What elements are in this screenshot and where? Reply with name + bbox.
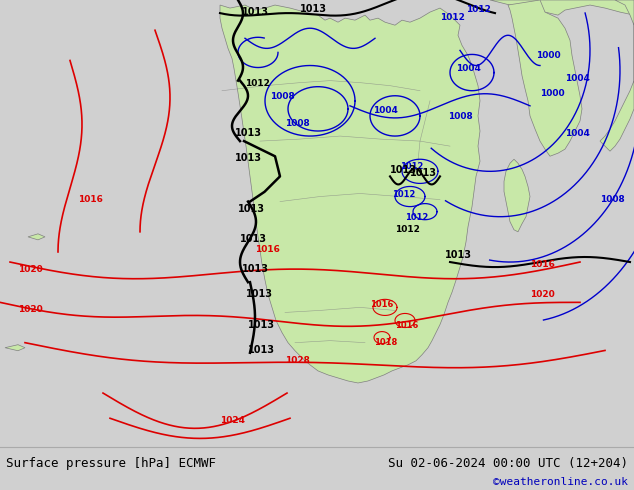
Text: 1012: 1012 bbox=[466, 5, 491, 14]
Text: 1008: 1008 bbox=[285, 119, 310, 128]
Polygon shape bbox=[28, 234, 45, 240]
Text: 1000: 1000 bbox=[540, 89, 565, 98]
Text: 1013: 1013 bbox=[235, 153, 262, 163]
Text: ©weatheronline.co.uk: ©weatheronline.co.uk bbox=[493, 477, 628, 487]
Text: 1013: 1013 bbox=[410, 169, 437, 178]
Text: 1000: 1000 bbox=[536, 51, 560, 60]
Text: 1013: 1013 bbox=[242, 7, 269, 17]
Text: 1013: 1013 bbox=[300, 4, 327, 14]
Text: 1013: 1013 bbox=[235, 128, 262, 138]
Text: 1020: 1020 bbox=[18, 265, 42, 274]
Text: 1016: 1016 bbox=[255, 245, 280, 254]
Text: Su 02-06-2024 00:00 UTC (12+204): Su 02-06-2024 00:00 UTC (12+204) bbox=[387, 457, 628, 469]
Polygon shape bbox=[5, 344, 25, 351]
Text: 1013: 1013 bbox=[248, 319, 275, 330]
Text: 1020: 1020 bbox=[530, 290, 555, 299]
Text: 1016: 1016 bbox=[78, 195, 103, 203]
Polygon shape bbox=[220, 5, 480, 383]
Text: 1024: 1024 bbox=[220, 416, 245, 425]
Text: 1028: 1028 bbox=[285, 356, 310, 365]
Text: 1013: 1013 bbox=[445, 250, 472, 260]
Polygon shape bbox=[504, 159, 530, 232]
Text: 1013: 1013 bbox=[242, 264, 269, 274]
Text: 1012: 1012 bbox=[405, 213, 429, 221]
Text: 1012: 1012 bbox=[392, 190, 415, 198]
Text: 1013: 1013 bbox=[240, 234, 267, 244]
Text: 1004: 1004 bbox=[456, 64, 481, 73]
Text: 1008: 1008 bbox=[448, 112, 473, 121]
Text: 1008: 1008 bbox=[600, 195, 624, 203]
Polygon shape bbox=[508, 0, 582, 156]
Text: 1012: 1012 bbox=[245, 79, 270, 88]
Text: 1004: 1004 bbox=[565, 129, 590, 138]
Text: 1012: 1012 bbox=[400, 162, 424, 171]
Text: 1013: 1013 bbox=[390, 165, 417, 175]
Text: 1012: 1012 bbox=[440, 13, 465, 22]
Polygon shape bbox=[600, 0, 634, 151]
Text: 1016: 1016 bbox=[370, 300, 393, 309]
Text: 1008: 1008 bbox=[270, 92, 295, 101]
Text: 1013: 1013 bbox=[246, 289, 273, 299]
Text: 1004: 1004 bbox=[373, 106, 398, 115]
Polygon shape bbox=[490, 0, 634, 15]
Text: Surface pressure [hPa] ECMWF: Surface pressure [hPa] ECMWF bbox=[6, 457, 216, 469]
Text: 1020: 1020 bbox=[18, 305, 42, 315]
Text: 1013: 1013 bbox=[248, 345, 275, 355]
Text: 1018: 1018 bbox=[374, 338, 398, 347]
Text: 1016: 1016 bbox=[395, 320, 418, 330]
Text: 1004: 1004 bbox=[565, 74, 590, 83]
Text: 1013: 1013 bbox=[238, 204, 265, 214]
Text: 1016: 1016 bbox=[530, 260, 555, 269]
Text: 1012: 1012 bbox=[395, 225, 420, 234]
